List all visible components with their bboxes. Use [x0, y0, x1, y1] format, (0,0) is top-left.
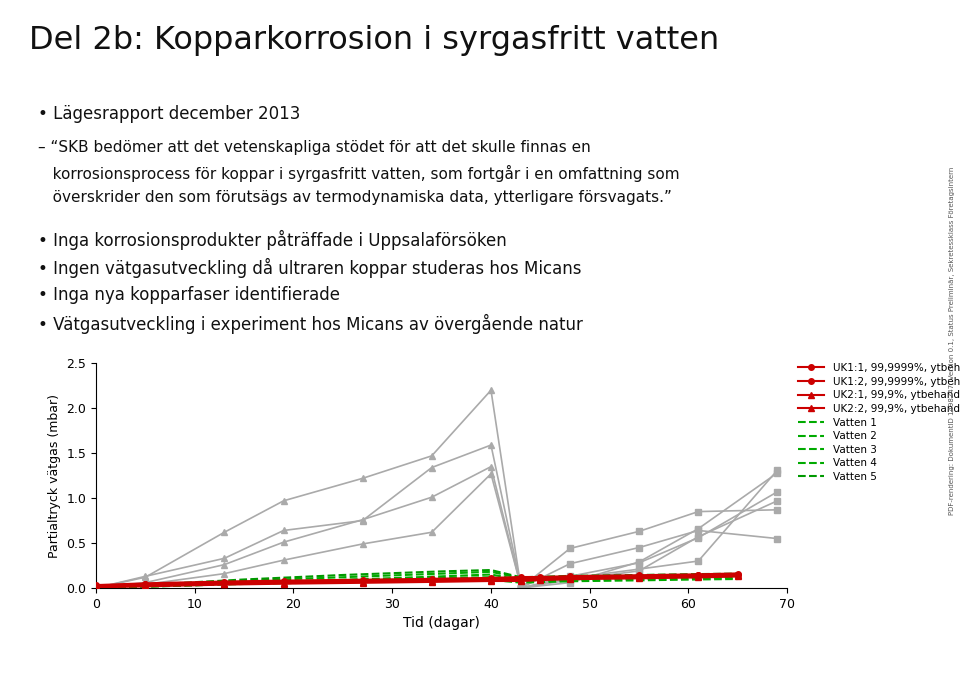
Text: • Inga nya kopparfaser identifierade: • Inga nya kopparfaser identifierade — [38, 286, 341, 304]
Text: 2014-04-25: 2014-04-25 — [19, 655, 99, 669]
Text: • Lägesrapport december 2013: • Lägesrapport december 2013 — [38, 105, 300, 123]
Text: PDF-rendering: DokumentID 1498247, Version 0.1, Status Preliminär, Sekretessklas: PDF-rendering: DokumentID 1498247, Versi… — [949, 166, 955, 515]
Text: korrosionsprocess för koppar i syrgasfritt vatten, som fortgår i en omfattning s: korrosionsprocess för koppar i syrgasfri… — [38, 165, 680, 182]
Text: – “SKB bedömer att det vetenskapliga stödet för att det skulle finnas en: – “SKB bedömer att det vetenskapliga stö… — [38, 140, 591, 155]
Text: • Ingen vätgasutveckling då ultraren koppar studeras hos Micans: • Ingen vätgasutveckling då ultraren kop… — [38, 258, 582, 278]
Legend: UK1:1, 99,9999%, ytbehandlad, UK1:2, 99,9999%, ytbehandlad, UK2:1, 99,9%, ytbeha: UK1:1, 99,9999%, ytbehandlad, UK1:2, 99,… — [794, 359, 960, 486]
Y-axis label: Partialtryck vätgas (mbar): Partialtryck vätgas (mbar) — [48, 394, 60, 558]
Text: 14: 14 — [914, 655, 931, 669]
Text: • Vätgasutveckling i experiment hos Micans av övergående natur: • Vätgasutveckling i experiment hos Mica… — [38, 314, 584, 334]
X-axis label: Tid (dagar): Tid (dagar) — [403, 616, 480, 631]
Text: SKB: SKB — [889, 596, 940, 616]
Text: överskrider den som förutsägs av termodynamiska data, ytterligare försvagats.”: överskrider den som förutsägs av termody… — [38, 190, 672, 205]
Text: Del 2b: Kopparkorrosion i syrgasfritt vatten: Del 2b: Kopparkorrosion i syrgasfritt va… — [29, 25, 719, 56]
Text: Möte med SSM: Möte med SSM — [357, 653, 507, 671]
Text: • Inga korrosionsprodukter påträffade i Uppsalaförsöken: • Inga korrosionsprodukter påträffade i … — [38, 230, 507, 250]
